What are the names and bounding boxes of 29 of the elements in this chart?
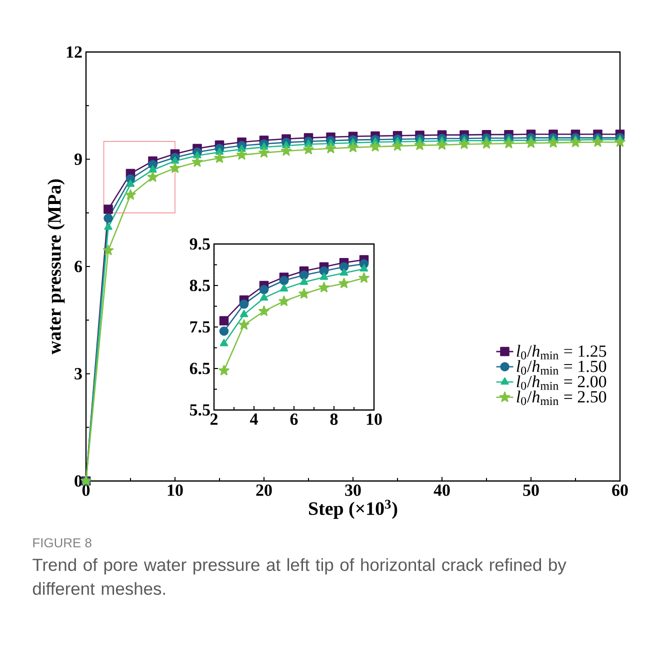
legend-label: l$_{0}$/h$_{min}$ = 2.00 [516, 375, 606, 390]
x-tick-label: 60 [612, 484, 628, 496]
legend-label: l$_{0}$/h$_{min}$ = 2.50 [516, 390, 606, 406]
x-tick-label: 2 [210, 414, 218, 425]
x-tick-label: 8 [330, 414, 338, 425]
y-tick-label: 6 [74, 260, 82, 272]
text: Trend of pore water pressure at left tip of horizontal crack refined by different meshes. [32, 558, 566, 595]
x-tick-label: 4 [250, 414, 258, 425]
legend-label: l$_{0}$/h$_{min}$ = 1.50 [516, 360, 606, 375]
caption: FIGURE 8 [33, 538, 92, 548]
y-tick-label: 9 [74, 154, 82, 165]
x-tick-label: 6 [290, 414, 298, 425]
y-axis-title: water pressure (MPa) [48, 179, 65, 354]
x-axis-title: Step (×10$^{3}$) [309, 500, 398, 519]
y-tick-label: 12 [66, 46, 82, 58]
y-tick-label: 8.5 [190, 280, 210, 292]
x-tick-label: 30 [345, 484, 361, 496]
x-tick-label: 50 [523, 484, 539, 496]
x-tick-label: 20 [256, 484, 272, 496]
y-tick-label: 3 [74, 368, 82, 380]
y-tick-label: 9.5 [190, 238, 210, 250]
y-tick-label: 5.5 [190, 404, 210, 416]
x-tick-label: 10 [366, 414, 382, 425]
x-tick-label: 40 [434, 484, 450, 496]
x-tick-label: 10 [168, 484, 183, 496]
legend-label: l$_{0}$/h$_{min}$ = 1.25 [516, 344, 606, 360]
y-tick-label: 7.5 [190, 321, 210, 333]
y-tick-label: 0 [74, 475, 82, 487]
y-tick-label: 6.5 [190, 362, 210, 374]
